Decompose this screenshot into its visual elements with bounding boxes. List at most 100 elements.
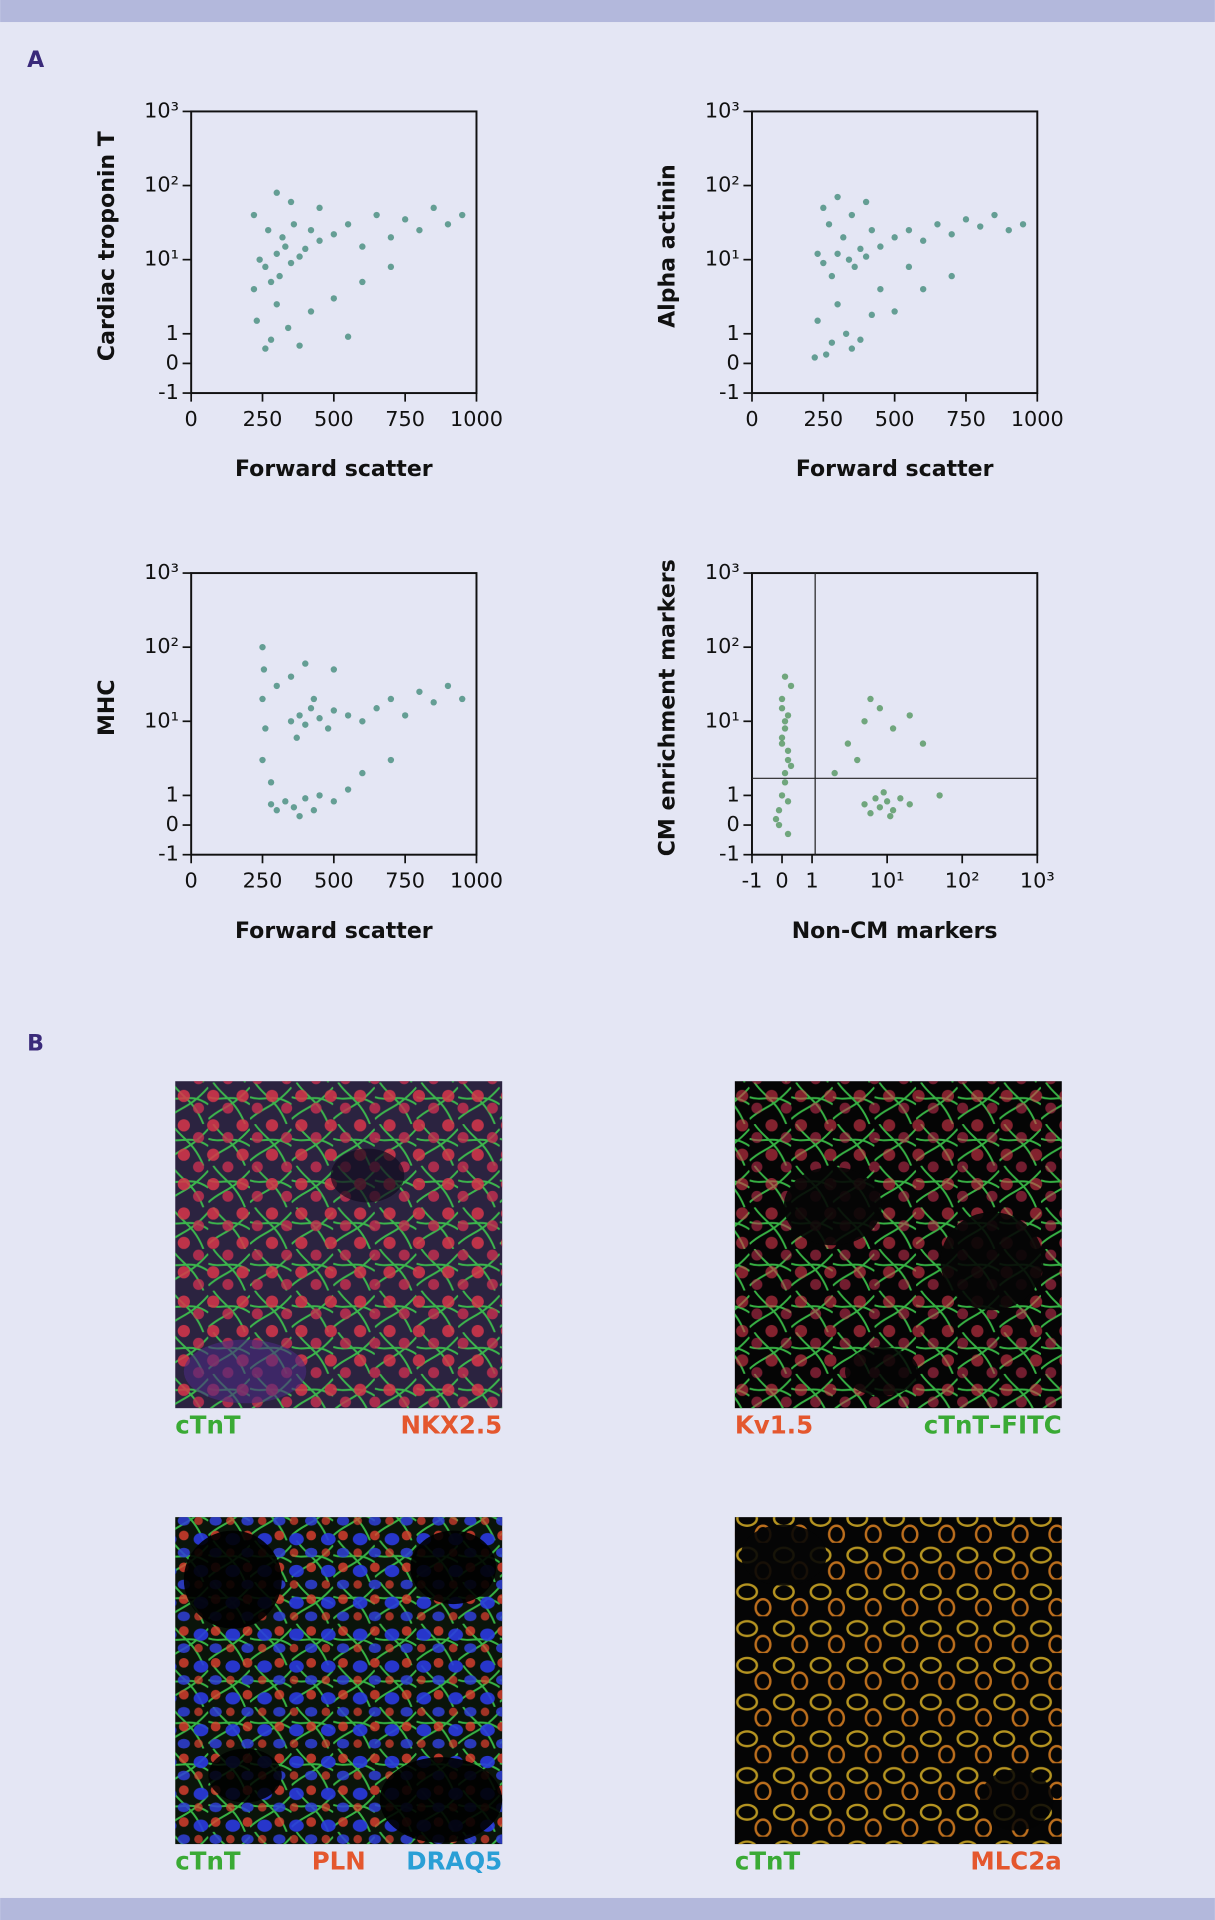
data-point [282,243,289,250]
data-point [868,226,876,234]
data-point [253,317,260,324]
data-point [889,725,897,732]
data-point [324,725,332,732]
data-point [948,272,955,280]
data-point [307,226,315,234]
data-point [862,253,870,260]
data-point [330,295,338,302]
y-tick-label: 10¹ [144,247,179,271]
stain-label: MLC2a [970,1846,1061,1875]
data-point [279,234,286,241]
y-axis-title: MHC [95,679,120,736]
data-point [876,804,884,811]
data-point [784,712,792,719]
data-point [962,216,970,223]
data-point [290,804,298,811]
data-point [302,660,309,667]
data-point [287,259,295,267]
data-point [373,211,380,219]
y-tick-label: 10³ [705,560,740,584]
x-tick-label: 0 [185,869,198,893]
data-point [359,718,366,725]
data-point [359,243,366,250]
x-tick-label: 1000 [450,407,503,431]
data-point [1019,221,1027,228]
data-point [857,245,864,253]
data-point [259,643,266,651]
x-tick-label: 250 [243,407,283,431]
data-point [302,795,309,802]
data-point [1005,226,1012,234]
data-point [861,801,868,808]
y-tick-label: -1 [158,380,179,404]
data-point [872,795,879,802]
data-point [260,666,268,673]
data-point [259,756,266,764]
x-axis-title: Non-CM markers [792,919,998,944]
data-point [316,237,323,244]
data-point [387,756,395,764]
y-tick-label: 10¹ [705,708,740,732]
data-point [822,351,830,358]
stain-label: Kv1.5 [735,1411,813,1440]
data-point [820,204,827,212]
data-point [416,688,423,695]
data-point [831,769,838,777]
data-point [267,278,275,286]
data-point [775,821,783,829]
data-point [889,807,897,814]
y-axis-title: Cardiac troponin T [95,131,120,361]
plot-frame [190,572,478,856]
data-point [887,812,894,820]
data-point [287,198,295,206]
y-tick-label: -1 [158,842,179,866]
data-point [775,807,783,814]
data-point [287,673,295,680]
data-point [778,705,786,712]
y-tick-label: 1 [166,782,179,806]
data-point [359,769,366,777]
data-point [387,234,395,241]
data-point [825,221,833,228]
data-point [359,278,366,286]
data-point [330,798,338,805]
data-point [906,712,913,719]
data-point [772,815,780,823]
data-point [344,221,352,228]
data-point [401,216,409,223]
data-point [778,792,786,799]
data-point [259,695,266,703]
y-tick-label: 10¹ [144,708,179,732]
data-point [781,673,789,680]
data-point [936,792,943,799]
x-axis-title: Forward scatter [235,457,433,482]
data-point [307,308,315,315]
data-point [310,807,318,814]
data-point [778,695,786,703]
y-tick-label: 10³ [144,560,179,584]
data-point [834,193,841,201]
data-point [430,204,437,212]
data-point [784,747,792,754]
y-tick-label: 10² [144,173,179,197]
stain-label: DRAQ5 [406,1846,502,1875]
data-point [840,234,847,241]
micrograph [175,1081,503,1409]
x-tick-label: 250 [243,869,283,893]
data-point [781,718,789,725]
panel-label: A [27,48,44,73]
data-point [284,324,292,332]
y-tick-label: 10² [705,173,740,197]
data-point [273,682,280,690]
x-tick-label: 500 [314,869,354,893]
x-tick-label: 0 [775,869,788,893]
data-point [316,792,323,799]
y-tick-label: 1 [727,321,740,345]
data-point [842,330,850,337]
data-point [897,795,904,802]
data-point [820,259,827,267]
data-point [330,707,338,714]
data-point [265,226,272,234]
y-tick-label: -1 [719,380,740,404]
